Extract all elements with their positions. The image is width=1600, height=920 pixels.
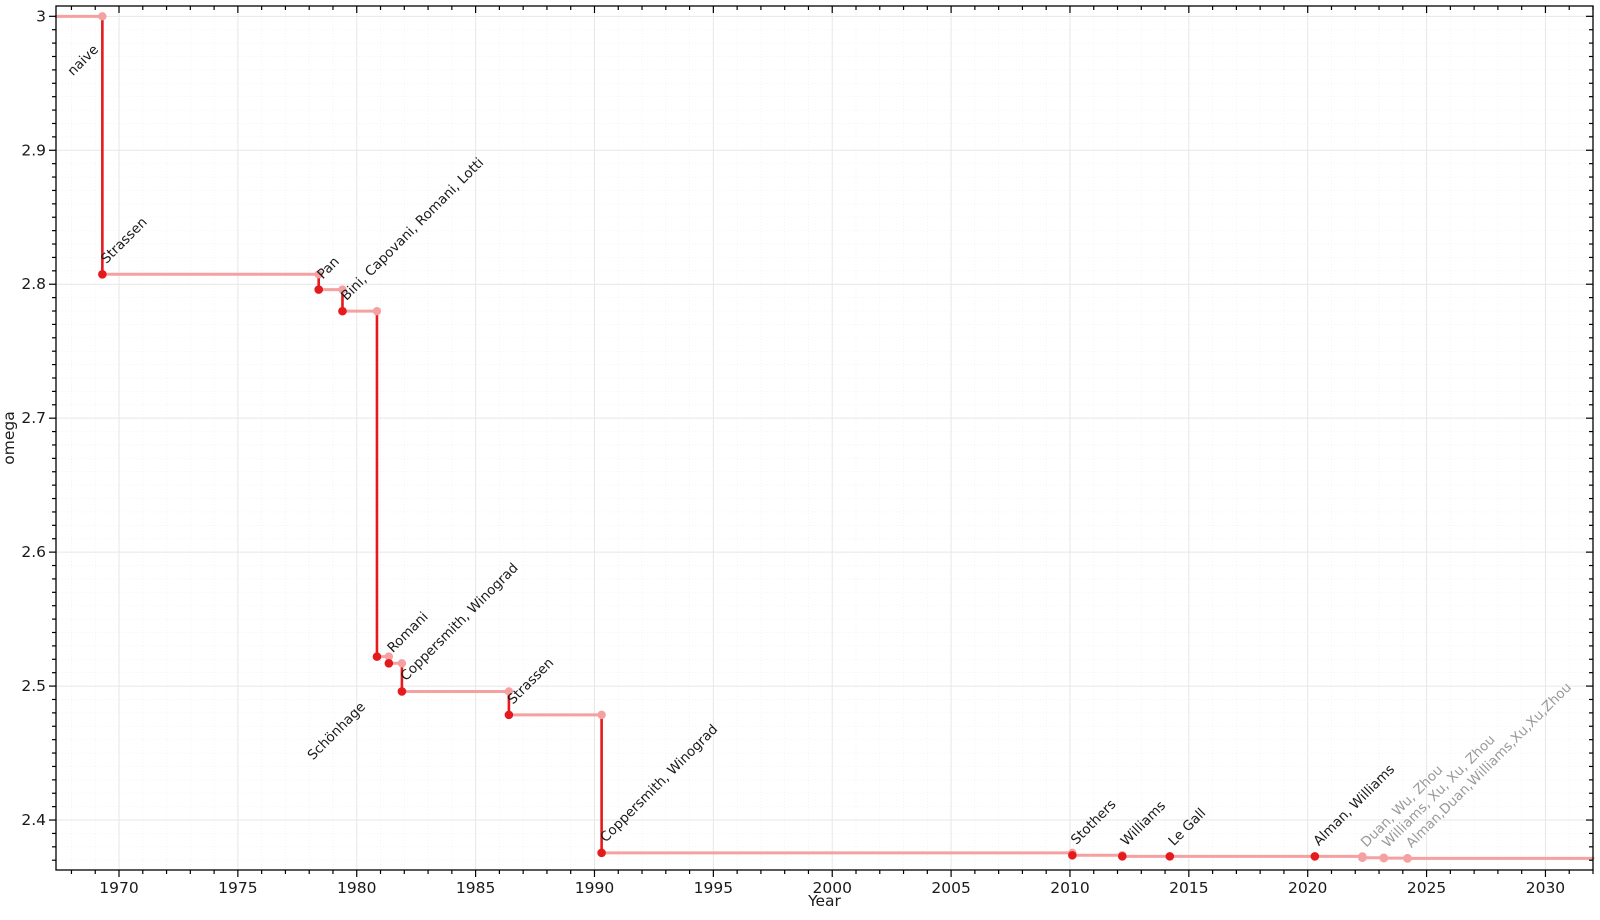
y-axis-title: omega [0,411,18,464]
point-label: Williams [1118,798,1169,849]
x-tick-label: 2015 [1169,879,1208,897]
data-point [372,652,382,661]
series-points [98,12,1412,863]
point-label: Williams, Xu, Xu, Zhou [1379,732,1498,851]
x-tick-label: 1975 [218,879,257,897]
data-point [1310,852,1320,861]
data-point [384,659,394,668]
data-point [1379,853,1389,863]
x-tick-label: 1995 [694,879,733,897]
drop-top-point [98,12,107,21]
x-axis-title: Year [807,892,841,910]
drop-top-point [372,306,382,316]
data-point [504,710,514,720]
point-label: naive [65,42,102,79]
x-tick-label: 1980 [337,879,376,897]
grid-minor [56,6,1594,870]
drop-top-point [338,285,347,294]
drop-top-point [397,659,407,668]
grid-major [56,6,1593,870]
y-tick-label: 2.8 [21,275,46,293]
drop-top-point [597,710,606,720]
point-label: Bini, Capovani, Romani, Lotti [338,155,487,304]
point-label: Alman,Duan,Williams,Xu,Xu,Zhou [1403,679,1575,851]
data-point [1068,850,1077,860]
x-tick-label: 1985 [456,879,495,897]
drop-top-point [504,687,514,696]
series-step-line [54,14,1595,860]
data-point [338,306,347,316]
axis-tick-labels: 1970 1975 1980 1985 1990 1995 2000 2005 2010 2015… [21,7,1565,897]
drop-top-point [384,652,394,661]
y-tick-label: 2.5 [21,677,46,695]
point-label: Le Gall [1165,805,1209,849]
y-tick-label: 2.7 [21,409,46,427]
drop-top-point [314,270,323,279]
x-tick-label: 2030 [1526,879,1565,897]
data-point [98,270,107,279]
data-point [597,848,606,858]
data-point [314,285,324,294]
axis-ticks [49,6,1594,877]
x-tick-label: 2005 [931,879,970,897]
data-point [397,687,407,696]
data-point [1165,852,1175,861]
y-tick-label: 3 [36,7,46,25]
x-tick-label: 1990 [575,879,614,897]
x-tick-label: 1970 [99,879,138,897]
data-point [1358,853,1367,863]
data-point [1403,854,1412,863]
y-tick-label: 2.9 [21,141,46,159]
y-tick-label: 2.4 [21,811,46,829]
x-tick-label: 2010 [1050,879,1089,897]
y-tick-label: 2.6 [21,543,46,561]
point-label: Schönhage [304,699,368,763]
x-tick-label: 2020 [1288,879,1327,897]
point-label: Coppersmith, Winograd [597,721,721,845]
x-tick-label: 2000 [813,879,852,897]
plot-frame [55,5,1594,871]
plot-border [55,5,1594,871]
data-point [1117,852,1127,861]
x-tick-label: 2025 [1407,879,1446,897]
